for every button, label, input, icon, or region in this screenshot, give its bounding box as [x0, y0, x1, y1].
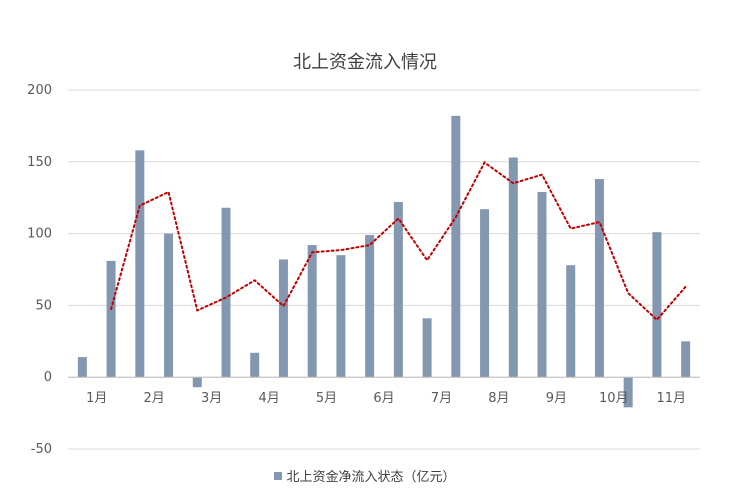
x-tick-label: 1月 — [86, 391, 107, 406]
bar — [508, 157, 518, 378]
bar — [278, 259, 288, 378]
x-tick-label: 9月 — [546, 391, 567, 406]
bar — [422, 318, 432, 378]
bar — [307, 245, 317, 378]
bar — [77, 357, 87, 378]
bar — [652, 232, 662, 378]
bar — [135, 150, 145, 378]
x-tick-label: 10月 — [599, 391, 629, 406]
bar — [566, 265, 576, 378]
legend: 北上资金净流入状态（亿元） — [0, 466, 730, 485]
legend-label: 北上资金净流入状态（亿元） — [286, 470, 456, 485]
bar — [192, 377, 202, 388]
bar — [393, 202, 403, 378]
y-tick-label: -50 — [31, 442, 52, 457]
trend-line — [110, 161, 687, 322]
bar — [537, 191, 547, 378]
bar — [250, 352, 260, 378]
y-tick-label: 200 — [27, 83, 52, 98]
x-tick-label: 6月 — [373, 391, 394, 406]
chart-title: 北上资金流入情况 — [293, 52, 437, 73]
x-tick-label: 5月 — [316, 391, 337, 406]
bar — [451, 115, 461, 378]
bar — [480, 209, 490, 378]
bar — [681, 341, 691, 378]
y-tick-label: 150 — [27, 155, 52, 170]
bar — [164, 233, 174, 378]
x-tick-label: 7月 — [431, 391, 452, 406]
bar — [106, 260, 116, 378]
bar — [594, 179, 604, 378]
bar — [365, 235, 375, 378]
bar — [221, 207, 231, 378]
x-tick-label: 2月 — [144, 391, 165, 406]
y-tick-label: 100 — [27, 227, 52, 242]
x-tick-label: 11月 — [656, 391, 686, 406]
y-tick-label: 0 — [44, 370, 52, 385]
bar — [336, 255, 346, 378]
y-tick-label: 50 — [35, 298, 52, 313]
x-tick-label: 3月 — [201, 391, 222, 406]
legend-swatch — [274, 472, 283, 480]
bar — [623, 377, 633, 408]
x-tick-label: 4月 — [258, 391, 279, 406]
x-tick-label: 8月 — [488, 391, 509, 406]
